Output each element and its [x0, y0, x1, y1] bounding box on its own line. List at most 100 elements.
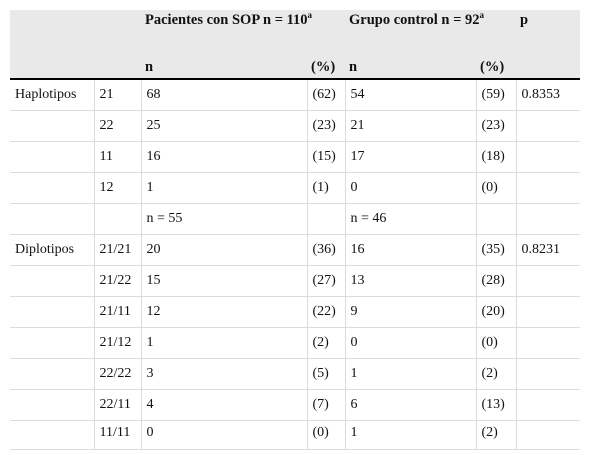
control-n-cell: 16	[345, 234, 477, 266]
table-row: 11 16 (15) 17 (18)	[10, 141, 581, 173]
control-pct-cell: (18)	[476, 141, 517, 173]
table-container: Pacientes con SOP n = 110a Grupo control…	[10, 10, 581, 450]
patients-pct-cell	[307, 203, 346, 235]
header-empty-type	[94, 10, 141, 56]
p-value-cell	[516, 327, 581, 359]
table-row: 22/22 3 (5) 1 (2)	[10, 358, 581, 390]
control-n-cell: 13	[345, 265, 477, 297]
patients-pct-cell: (5)	[307, 358, 346, 390]
row-type-cell: 11	[94, 141, 142, 173]
control-pct-cell: (2)	[476, 358, 517, 390]
table-row: 21/22 15 (27) 13 (28)	[10, 265, 581, 297]
control-pct-cell: (59)	[476, 79, 517, 111]
p-value-cell	[516, 265, 581, 297]
table-row: Haplotipos 21 68 (62) 54 (59) 0.8353	[10, 79, 581, 111]
table-body: Haplotipos 21 68 (62) 54 (59) 0.8353 22 25 (23) 21…	[10, 79, 581, 450]
control-n-cell: 9	[345, 296, 477, 328]
row-group-cell	[10, 141, 95, 173]
row-group-cell	[10, 358, 95, 390]
row-group-cell	[10, 110, 95, 142]
patients-pct-cell: (0)	[307, 420, 346, 450]
control-pct-cell: (0)	[476, 327, 517, 359]
table-row: n = 55 n = 46	[10, 203, 581, 235]
row-type-cell: 22	[94, 110, 142, 142]
row-type-cell: 21/12	[94, 327, 142, 359]
control-n-cell: 0	[345, 327, 477, 359]
row-group-cell	[10, 327, 95, 359]
patients-pct-cell: (7)	[307, 389, 346, 421]
patients-pct-cell: (27)	[307, 265, 346, 297]
header-p: p	[516, 10, 581, 56]
subheader-n-control: n	[345, 56, 476, 80]
control-pct-cell: (28)	[476, 265, 517, 297]
control-pct-cell: (35)	[476, 234, 517, 266]
table-row: 21/11 12 (22) 9 (20)	[10, 296, 581, 328]
p-value-cell	[516, 358, 581, 390]
table-row: 22/11 4 (7) 6 (13)	[10, 389, 581, 421]
row-group-cell	[10, 203, 95, 235]
subheader-pct-control: (%)	[476, 56, 517, 80]
row-type-cell: 21/21	[94, 234, 142, 266]
table-row: 22 25 (23) 21 (23)	[10, 110, 581, 142]
control-n-cell: 6	[345, 389, 477, 421]
header-row-sub: n (%) n (%)	[10, 56, 581, 80]
patients-pct-cell: (62)	[307, 79, 346, 111]
control-n-cell: 1	[345, 358, 477, 390]
control-n-cell: n = 46	[345, 203, 477, 235]
control-title: Grupo control n = 92	[349, 12, 480, 28]
table-row: Diplotipos 21/21 20 (36) 16 (35) 0.8231	[10, 234, 581, 266]
p-value-cell: 0.8231	[516, 234, 581, 266]
row-type-cell: 11/11	[94, 420, 142, 450]
row-group-cell: Diplotipos	[10, 234, 95, 266]
p-value-cell	[516, 141, 581, 173]
patients-n-cell: 1	[141, 172, 308, 204]
p-value-cell	[516, 172, 581, 204]
patients-pct-cell: (36)	[307, 234, 346, 266]
header-control: Grupo control n = 92a	[345, 10, 517, 56]
control-pct-cell	[476, 203, 517, 235]
control-pct-cell: (13)	[476, 389, 517, 421]
control-pct-cell: (20)	[476, 296, 517, 328]
row-group-cell: Haplotipos	[10, 79, 95, 111]
row-type-cell: 21	[94, 79, 142, 111]
table-row: 11/11 0 (0) 1 (2)	[10, 420, 581, 450]
subheader-n-patients: n	[141, 56, 307, 80]
p-value-cell	[516, 203, 581, 235]
p-value-cell	[516, 420, 581, 450]
patients-pct-cell: (1)	[307, 172, 346, 204]
header-row-titles: Pacientes con SOP n = 110a Grupo control…	[10, 10, 581, 56]
control-footnote-mark: a	[479, 10, 484, 21]
control-n-cell: 17	[345, 141, 477, 173]
row-group-cell	[10, 296, 95, 328]
patients-pct-cell: (2)	[307, 327, 346, 359]
control-n-cell: 54	[345, 79, 477, 111]
table-row: 21/12 1 (2) 0 (0)	[10, 327, 581, 359]
header-patients: Pacientes con SOP n = 110a	[141, 10, 345, 56]
row-group-cell	[10, 172, 95, 204]
patients-n-cell: 12	[141, 296, 308, 328]
data-table: Pacientes con SOP n = 110a Grupo control…	[10, 10, 581, 450]
patients-n-cell: 16	[141, 141, 308, 173]
p-value-cell	[516, 389, 581, 421]
row-type-cell: 12	[94, 172, 142, 204]
row-type-cell: 21/11	[94, 296, 142, 328]
subheader-empty-type	[94, 56, 141, 80]
row-group-cell	[10, 265, 95, 297]
control-n-cell: 0	[345, 172, 477, 204]
row-type-cell: 22/22	[94, 358, 142, 390]
header-empty-group	[10, 10, 94, 56]
patients-n-cell: 3	[141, 358, 308, 390]
patients-n-cell: 68	[141, 79, 308, 111]
row-type-cell: 22/11	[94, 389, 142, 421]
patients-n-cell: 15	[141, 265, 308, 297]
patients-n-cell: n = 55	[141, 203, 308, 235]
p-value-cell	[516, 296, 581, 328]
patients-pct-cell: (22)	[307, 296, 346, 328]
patients-pct-cell: (15)	[307, 141, 346, 173]
control-pct-cell: (23)	[476, 110, 517, 142]
control-n-cell: 1	[345, 420, 477, 450]
patients-n-cell: 20	[141, 234, 308, 266]
table-header: Pacientes con SOP n = 110a Grupo control…	[10, 10, 581, 80]
patients-pct-cell: (23)	[307, 110, 346, 142]
patients-n-cell: 25	[141, 110, 308, 142]
